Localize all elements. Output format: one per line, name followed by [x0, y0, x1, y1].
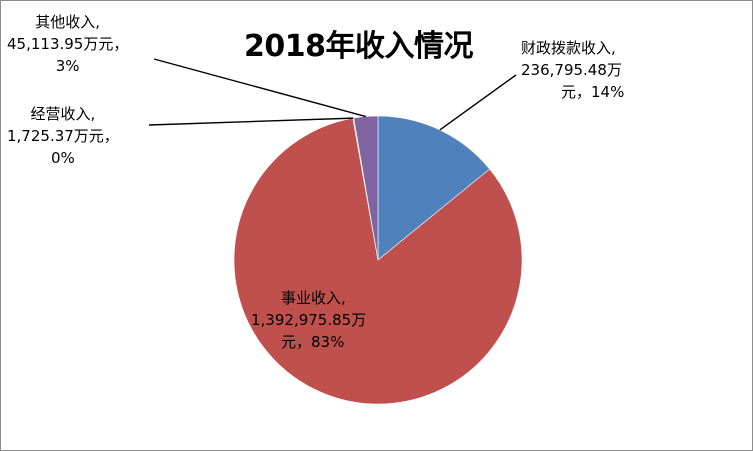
- slice-fiscal-income: [377, 115, 491, 261]
- label-other-income: 其他收入, 45,113.95万元， 3%: [7, 11, 128, 77]
- label-fiscal-name: 财政拨款收入,: [521, 39, 616, 57]
- label-business-name: 事业收入,: [281, 289, 346, 307]
- label-business-value: 1,392,975.85万: [251, 311, 367, 329]
- label-fiscal-income: 财政拨款收入, 236,795.48万 元，14%: [521, 37, 624, 103]
- label-other-percent: 3%: [55, 57, 80, 75]
- label-other-name: 其他收入,: [35, 13, 101, 31]
- label-operating-name: 经营收入,: [30, 105, 96, 123]
- label-fiscal-value: 236,795.48万: [521, 61, 622, 79]
- label-business-income: 事业收入, 1,392,975.85万 元，83%: [251, 287, 366, 353]
- label-operating-percent: 0%: [51, 149, 75, 167]
- leader-line-fiscal: [439, 74, 517, 131]
- leader-line-operating: [148, 117, 354, 126]
- label-fiscal-percent: 元，14%: [561, 83, 625, 101]
- label-business-percent: 元，83%: [281, 333, 345, 351]
- label-operating-income: 经营收入, 1,725.37万元， 0%: [7, 103, 119, 169]
- label-other-value: 45,113.95万元，: [7, 35, 129, 53]
- label-operating-value: 1,725.37万元，: [7, 127, 119, 145]
- slice-business-income: [233, 117, 523, 405]
- leader-line-other: [153, 58, 367, 118]
- chart-title: 2018年收入情况: [244, 29, 474, 64]
